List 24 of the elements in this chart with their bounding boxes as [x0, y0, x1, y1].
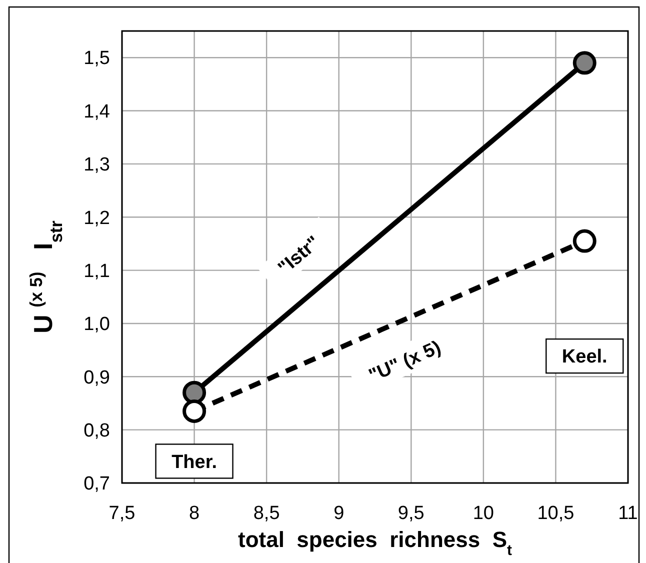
- point: [182, 399, 206, 423]
- y-tick-label: 1,0: [84, 314, 110, 336]
- y-tick-label: 1,1: [84, 260, 110, 282]
- y-tick-label: 0,8: [84, 420, 110, 442]
- x-tick-label: 9,5: [398, 503, 424, 524]
- y-tick-label: 1,3: [84, 154, 110, 176]
- annotation: Keel.: [562, 346, 608, 368]
- point: [572, 229, 596, 253]
- annotation: Ther.: [172, 452, 217, 473]
- y-tick-label: 0,7: [84, 474, 110, 495]
- x-tick-label: 7,5: [108, 503, 136, 524]
- x-tick-label: 9: [334, 503, 344, 524]
- y-tick-label: 1,2: [84, 208, 110, 229]
- y-tick-label: 1,5: [84, 48, 110, 70]
- x-tick-label: 8: [188, 503, 200, 524]
- x-tick-label: 10: [472, 503, 494, 524]
- y-tick-label: 0,9: [84, 367, 110, 388]
- y-tick-label: 1,4: [84, 101, 110, 122]
- x-tick-label: 8,5: [253, 503, 280, 524]
- x-tick-label: 11: [618, 503, 638, 524]
- annotation: "U" (x 5): [366, 337, 444, 387]
- x-tick-label: 10,5: [537, 503, 574, 524]
- x-axis-title: total species richness S$_{t}$: [238, 527, 512, 559]
- point: [572, 51, 596, 75]
